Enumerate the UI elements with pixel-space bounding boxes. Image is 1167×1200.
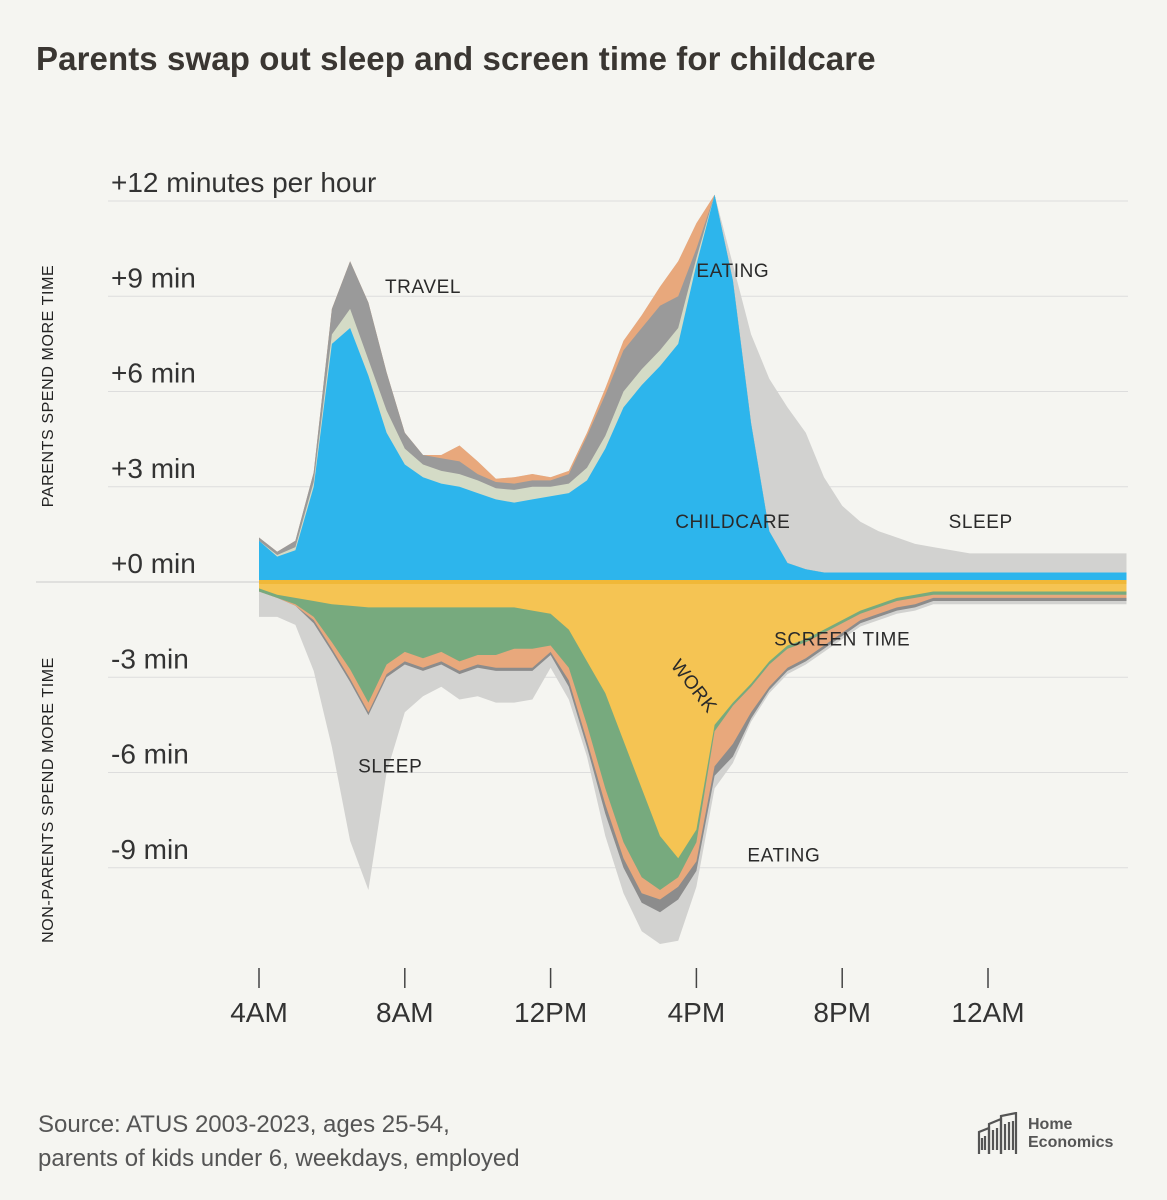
y-tick-label: +6 min xyxy=(111,358,196,389)
annotation-childcare: CHILDCARE xyxy=(675,512,790,533)
y-tick-label: +9 min xyxy=(111,262,196,293)
zero-band xyxy=(259,580,1127,584)
x-tick-label: 4PM xyxy=(668,997,726,1028)
annotation-sleep: SLEEP xyxy=(358,757,422,778)
annotation-eating: EATING xyxy=(747,845,820,866)
building-icon xyxy=(977,1112,1018,1154)
y-tick-label: -3 min xyxy=(111,643,189,674)
area-nonparents-screen-time xyxy=(259,582,1127,859)
area-series xyxy=(259,194,1127,944)
y-tick-label: -9 min xyxy=(111,834,189,865)
annotation-screen-time: SCREEN TIME xyxy=(774,630,910,651)
y-tick-label: +12 minutes per hour xyxy=(111,167,376,198)
annotation-travel: TRAVEL xyxy=(385,277,461,298)
source-note: Source: ATUS 2003-2023, ages 25-54, pare… xyxy=(38,1108,520,1176)
y-tick-label: +0 min xyxy=(111,548,196,579)
logo-line-1: Home xyxy=(1028,1116,1073,1133)
y-axis-labels: +12 minutes per hour +9 min +6 min +3 min +0… xyxy=(111,167,376,865)
x-tick-label: 4AM xyxy=(230,997,288,1028)
area-parents-childcare xyxy=(259,194,1127,582)
x-tick-label: 8AM xyxy=(376,997,434,1028)
side-label-nonparents: NON-PARENTS SPEND MORE TIME xyxy=(40,657,57,943)
x-tick-label: 12PM xyxy=(514,997,587,1028)
y-tick-label: -6 min xyxy=(111,739,189,770)
source-line-2: parents of kids under 6, weekdays, emplo… xyxy=(38,1145,520,1172)
x-axis: 4AM 8AM 12PM 4PM 8PM 12AM xyxy=(230,968,1025,1028)
chart: +12 minutes per hour +9 min +6 min +3 min +0… xyxy=(36,167,1128,1028)
x-tick-label: 8PM xyxy=(813,997,871,1028)
y-tick-label: +3 min xyxy=(111,453,196,484)
logo: Home Economics xyxy=(976,1112,1113,1156)
source-line-1: Source: ATUS 2003-2023, ages 25-54, xyxy=(38,1111,450,1138)
annotation-eating: EATING xyxy=(696,261,769,282)
annotation-sleep: SLEEP xyxy=(949,512,1013,533)
logo-line-2: Economics xyxy=(1028,1134,1114,1151)
chart-title: Parents swap out sleep and screen time f… xyxy=(36,40,876,77)
x-tick-label: 12AM xyxy=(951,997,1024,1028)
side-label-parents: PARENTS SPEND MORE TIME xyxy=(40,265,57,508)
